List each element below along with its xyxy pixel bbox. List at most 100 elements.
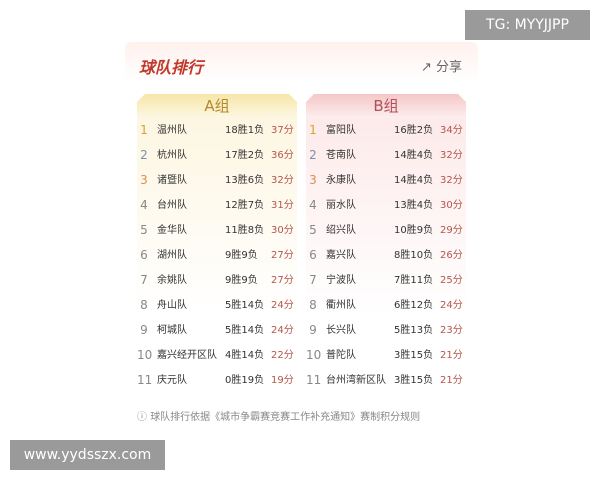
points: 37分 xyxy=(271,125,294,136)
team: 金华队 xyxy=(157,225,187,236)
table-row: 11 台州湾新区队 3胜15负 21分 xyxy=(306,368,466,393)
points: 30分 xyxy=(440,200,463,211)
table-row: 5 金华队 11胜8负 30分 xyxy=(137,218,297,243)
table-row: 2 苍南队 14胜4负 32分 xyxy=(306,143,466,168)
points: 21分 xyxy=(440,375,463,386)
record: 17胜2负 xyxy=(225,150,265,161)
footnote-text: 球队排行依据《城市争霸赛竞赛工作补充通知》赛制积分规则 xyxy=(150,412,421,423)
table-row: 9 长兴队 5胜13负 23分 xyxy=(306,318,466,343)
group-header: A组 xyxy=(137,94,297,118)
rank: 10 xyxy=(137,348,153,362)
points: 32分 xyxy=(440,150,463,161)
rank: 7 xyxy=(309,273,317,287)
rank: 9 xyxy=(309,323,317,337)
points: 27分 xyxy=(271,250,294,261)
rank: 7 xyxy=(140,273,148,287)
table-row: 3 诸暨队 13胜6负 32分 xyxy=(137,168,297,193)
record: 18胜1负 xyxy=(225,125,265,136)
points: 25分 xyxy=(440,275,463,286)
table-row: 8 衢州队 6胜12负 24分 xyxy=(306,293,466,318)
table-row: 10 普陀队 3胜15负 21分 xyxy=(306,343,466,368)
team: 宁波队 xyxy=(326,275,356,286)
share-label[interactable]: 分享 xyxy=(435,60,462,75)
team: 嘉兴经开区队 xyxy=(157,350,217,361)
group-table: 1 温州队 18胜1负 37分 2 杭州队 17胜2负 36分 3 诸暨队 13胜6负 32分 4 台州队… xyxy=(137,118,297,398)
table-row: 4 丽水队 13胜4负 30分 xyxy=(306,193,466,218)
points: 34分 xyxy=(440,125,463,136)
points: 21分 xyxy=(440,350,463,361)
record: 7胜11负 xyxy=(394,275,434,286)
team: 杭州队 xyxy=(157,150,187,161)
record: 16胜2负 xyxy=(394,125,434,136)
team: 普陀队 xyxy=(326,350,356,361)
table-row: 9 柯城队 5胜14负 24分 xyxy=(137,318,297,343)
rank: 10 xyxy=(306,348,322,362)
team: 富阳队 xyxy=(326,125,356,136)
rank: 5 xyxy=(140,223,148,237)
rank: 3 xyxy=(309,173,317,187)
points: 29分 xyxy=(440,225,463,236)
rank: 1 xyxy=(309,123,317,137)
record: 13胜6负 xyxy=(225,175,265,186)
table-row: 2 杭州队 17胜2负 36分 xyxy=(137,143,297,168)
record: 8胜10负 xyxy=(394,250,434,261)
record: 6胜12负 xyxy=(394,300,434,311)
team: 湖州队 xyxy=(157,250,187,261)
rank: 2 xyxy=(309,148,317,162)
record: 14胜4负 xyxy=(394,150,434,161)
team: 台州湾新区队 xyxy=(326,375,386,386)
rank: 9 xyxy=(140,323,148,337)
rank: 5 xyxy=(309,223,317,237)
table-row: 11 庆元队 0胜19负 19分 xyxy=(137,368,297,393)
points: 23分 xyxy=(440,325,463,336)
rank: 11 xyxy=(137,373,153,387)
team: 余姚队 xyxy=(157,275,187,286)
table-row: 7 宁波队 7胜11负 25分 xyxy=(306,268,466,293)
table-row: 4 台州队 12胜7负 31分 xyxy=(137,193,297,218)
team: 永康队 xyxy=(326,175,356,186)
points: 36分 xyxy=(271,150,294,161)
share-button[interactable]: ↗ 分享 xyxy=(420,60,462,75)
points: 27分 xyxy=(271,275,294,286)
table-row: 10 嘉兴经开区队 4胜14负 22分 xyxy=(137,343,297,368)
team: 衢州队 xyxy=(326,300,356,311)
rank: 1 xyxy=(140,123,148,137)
points: 31分 xyxy=(271,200,294,211)
table-row: 7 余姚队 9胜9负 27分 xyxy=(137,268,297,293)
watermark: TG: MYYJJPP xyxy=(465,10,590,40)
group-header: B组 xyxy=(306,94,466,118)
table-row: 6 湖州队 9胜9负 27分 xyxy=(137,243,297,268)
points: 24分 xyxy=(440,300,463,311)
record: 3胜15负 xyxy=(394,350,434,361)
points: 32分 xyxy=(271,175,294,186)
record: 13胜4负 xyxy=(394,200,434,211)
record: 0胜19负 xyxy=(225,375,265,386)
record: 10胜9负 xyxy=(394,225,434,236)
points: 24分 xyxy=(271,300,294,311)
table-row: 6 嘉兴队 8胜10负 26分 xyxy=(306,243,466,268)
rank: 6 xyxy=(140,248,148,262)
rank: 4 xyxy=(309,198,317,212)
points: 26分 xyxy=(440,250,463,261)
rank: 4 xyxy=(140,198,148,212)
table-row: 8 舟山队 5胜14负 24分 xyxy=(137,293,297,318)
footnote: ⓘ 球队排行依据《城市争霸赛竞赛工作补充通知》赛制积分规则 xyxy=(137,412,421,423)
record: 12胜7负 xyxy=(225,200,265,211)
points: 32分 xyxy=(440,175,463,186)
record: 11胜8负 xyxy=(225,225,265,236)
record: 5胜14负 xyxy=(225,300,265,311)
rank: 2 xyxy=(140,148,148,162)
team: 台州队 xyxy=(157,200,187,211)
team: 丽水队 xyxy=(326,200,356,211)
table-row: 3 永康队 14胜4负 32分 xyxy=(306,168,466,193)
record: 5胜14负 xyxy=(225,325,265,336)
rank: 6 xyxy=(309,248,317,262)
points: 30分 xyxy=(271,225,294,236)
record: 5胜13负 xyxy=(394,325,434,336)
rank: 8 xyxy=(140,298,148,312)
card-title: 球队排行 xyxy=(139,58,204,77)
points: 19分 xyxy=(271,375,294,386)
record: 14胜4负 xyxy=(394,175,434,186)
team: 嘉兴队 xyxy=(326,250,356,261)
